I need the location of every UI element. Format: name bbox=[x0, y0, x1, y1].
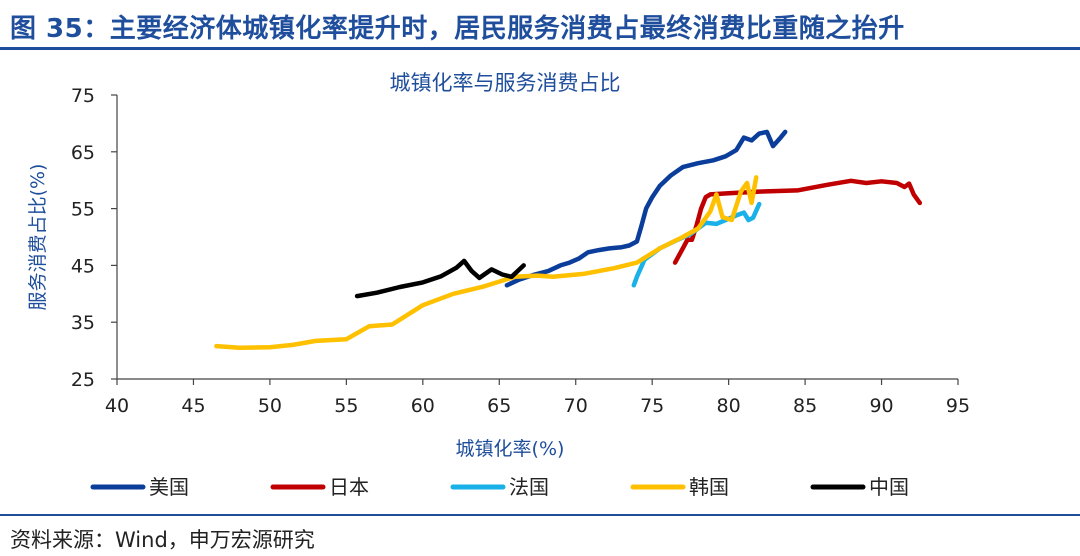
series-line-0 bbox=[504, 129, 788, 288]
x-tick-label: 50 bbox=[258, 395, 282, 417]
series-line-1 bbox=[672, 178, 923, 265]
legend-label: 韩国 bbox=[689, 475, 729, 499]
y-tick-label: 55 bbox=[71, 199, 95, 221]
legend-label: 中国 bbox=[869, 475, 909, 499]
legend-label: 日本 bbox=[329, 475, 369, 499]
x-tick-label: 55 bbox=[334, 395, 358, 417]
x-tick-label: 60 bbox=[411, 395, 435, 417]
y-tick-label: 25 bbox=[71, 369, 95, 391]
legend-label: 美国 bbox=[149, 475, 189, 499]
x-tick-label: 40 bbox=[105, 395, 129, 417]
figure-header: 图 35：主要经济体城镇化率提升时，居民服务消费占最终消费比重随之抬升 bbox=[0, 0, 1080, 50]
x-tick-label: 90 bbox=[869, 395, 893, 417]
x-tick-label: 80 bbox=[717, 395, 741, 417]
x-axis-label: 城镇化率(%) bbox=[456, 438, 565, 460]
series-line-2 bbox=[631, 201, 762, 288]
y-tick-label: 45 bbox=[71, 255, 95, 277]
x-tick-label: 95 bbox=[946, 395, 970, 417]
figure-title: 图 35：主要经济体城镇化率提升时，居民服务消费占最终消费比重随之抬升 bbox=[10, 14, 905, 44]
series-line-4 bbox=[354, 258, 526, 299]
x-tick-label: 85 bbox=[793, 395, 817, 417]
x-tick-label: 45 bbox=[181, 395, 205, 417]
chart-title: 城镇化率与服务消费占比 bbox=[390, 71, 621, 95]
chart: 城镇化率与服务消费占比 25 35 45 55 65 75 40 45 50 55 60 65 70 75 8… bbox=[27, 71, 970, 499]
x-tick-label: 70 bbox=[564, 395, 588, 417]
y-tick-label: 35 bbox=[71, 312, 95, 334]
y-axis-label: 服务消费占比(%) bbox=[27, 164, 49, 311]
series-line-3 bbox=[214, 175, 759, 351]
legend-label: 法国 bbox=[509, 475, 549, 499]
y-tick-label: 75 bbox=[71, 85, 95, 107]
figure-footer: 资料来源：Wind，申万宏源研究 bbox=[0, 514, 1080, 556]
y-tick-label: 65 bbox=[71, 142, 95, 164]
x-tick-label: 65 bbox=[487, 395, 511, 417]
source-note: 资料来源：Wind，申万宏源研究 bbox=[10, 528, 315, 552]
x-tick-label: 75 bbox=[640, 395, 664, 417]
